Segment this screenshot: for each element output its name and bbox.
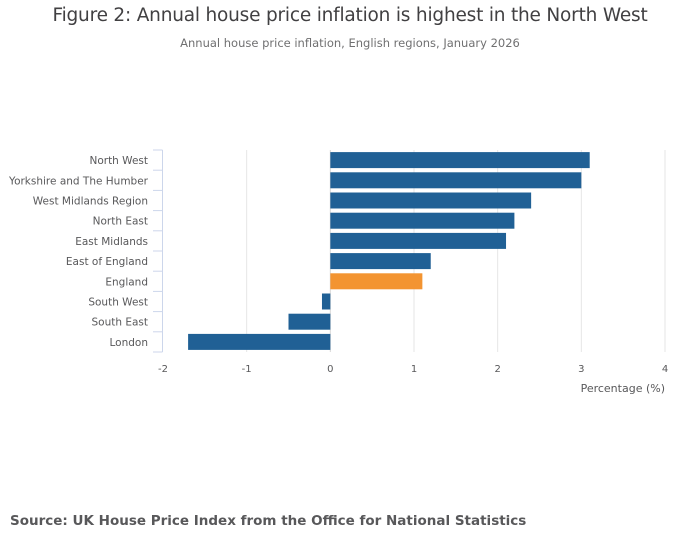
bar-yorkshire-and-the-humber[interactable]	[330, 172, 582, 189]
bar-south-east[interactable]	[288, 313, 331, 330]
category-label: North East	[93, 216, 148, 228]
x-tick-label: -2	[158, 364, 168, 375]
bar-england[interactable]	[330, 273, 423, 290]
x-axis-tick-labels: -2 -1 0 1 2 3 4	[158, 364, 668, 375]
x-tick-label: -1	[242, 364, 252, 375]
source-note: Source: UK House Price Index from the Of…	[10, 513, 527, 529]
bar-north-east[interactable]	[330, 212, 515, 229]
x-tick-label: 3	[578, 364, 584, 375]
bar-east-of-england[interactable]	[330, 253, 431, 270]
x-axis-title: Percentage (%)	[581, 382, 665, 395]
category-label: East of England	[66, 256, 148, 268]
chart-title: Figure 2: Annual house price inflation i…	[52, 5, 648, 26]
category-label: Yorkshire and The Humber	[8, 175, 149, 187]
bar-west-midlands-region[interactable]	[330, 192, 532, 209]
x-tick-label: 1	[411, 364, 417, 375]
bar-east-midlands[interactable]	[330, 232, 507, 249]
category-label: North West	[89, 155, 148, 167]
x-tick-label: 2	[494, 364, 500, 375]
category-label: East Midlands	[75, 236, 148, 248]
bar-london[interactable]	[188, 333, 331, 350]
x-tick-label: 0	[327, 364, 333, 375]
category-label: West Midlands Region	[33, 196, 148, 208]
category-label: London	[110, 337, 149, 349]
y-axis: North West Yorkshire and The Humber West M…	[8, 149, 163, 353]
chart-subtitle: Annual house price inflation, English re…	[180, 36, 520, 50]
category-label: South East	[91, 317, 148, 329]
bars	[188, 152, 590, 350]
x-tick-label: 4	[662, 364, 668, 375]
category-label: South West	[88, 297, 148, 309]
category-label: England	[105, 276, 148, 288]
bar-south-west[interactable]	[321, 293, 331, 310]
bar-north-west[interactable]	[330, 152, 590, 169]
